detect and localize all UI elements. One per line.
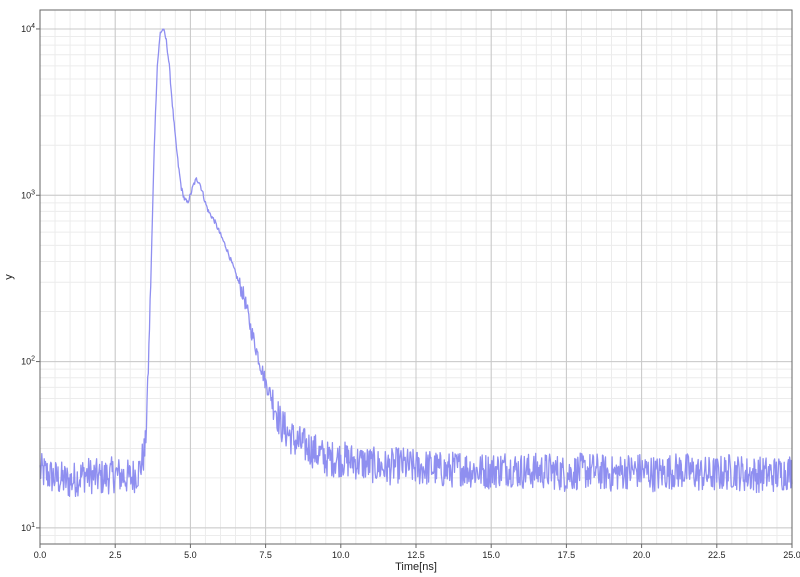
series-line [39,28,793,498]
y-tick-label: 104 [21,23,35,34]
x-tick-label: 22.5 [708,550,726,560]
y-tick-label: 103 [21,189,35,200]
y-axis-ticks: 101 102 103 104 [21,23,40,533]
major-gridlines [40,10,792,544]
y-tick-label: 102 [21,356,35,367]
x-tick-label: 7.5 [259,550,272,560]
y-axis-label: y [3,274,15,280]
x-tick-label: 15.0 [482,550,500,560]
x-tick-label: 12.5 [407,550,425,560]
x-axis-label: Time[ns] [395,561,437,573]
x-tick-label: 20.0 [633,550,651,560]
x-tick-label: 5.0 [184,550,197,560]
y-tick-label: 101 [21,522,35,533]
x-tick-label: 2.5 [109,550,122,560]
x-tick-label: 0.0 [34,550,47,560]
x-tick-label: 10.0 [332,550,350,560]
x-tick-label: 17.5 [558,550,576,560]
x-tick-label: 25.0 [783,550,800,560]
x-axis-ticks: 0.0 2.5 5.0 7.5 10.0 12.5 15.0 17.5 20.0 22.5 25.0 [34,544,800,560]
series-layer [39,28,793,498]
